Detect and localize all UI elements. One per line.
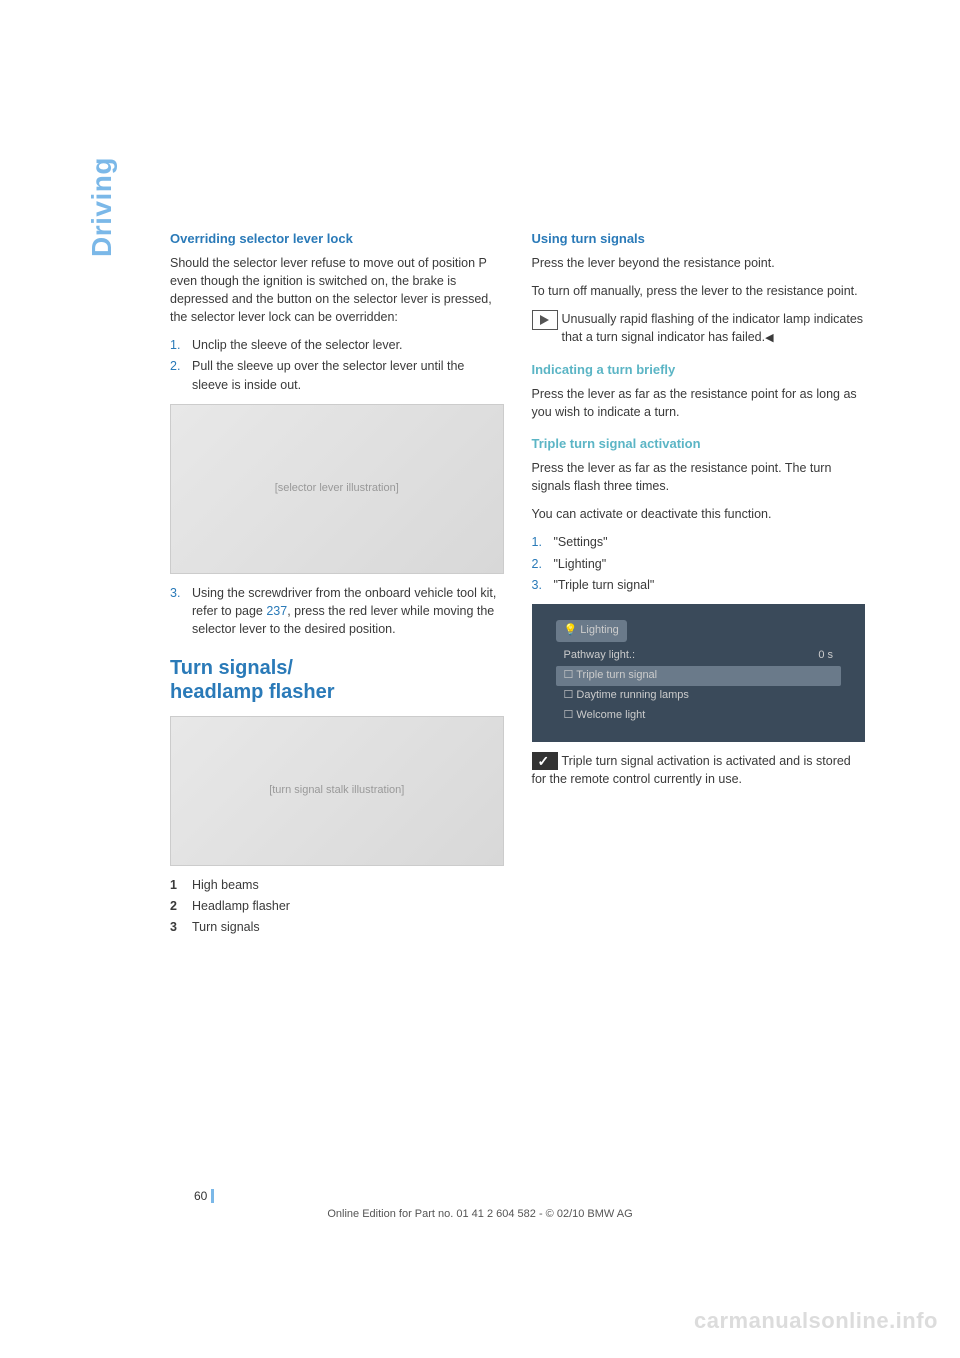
para-brief: Press the lever as far as the resistance… [532, 385, 866, 421]
note-end-mark: ◀ [765, 332, 773, 344]
screen-row-pathway: Pathway light.: 0 s [556, 646, 842, 666]
legend-list: 1High beams 2Headlamp flasher 3Turn sign… [170, 876, 504, 936]
note-stored: Triple turn signal activation is activat… [532, 752, 866, 788]
list-text: "Lighting" [554, 555, 607, 573]
page-number-bar [211, 1189, 214, 1203]
list-text: Using the screwdriver from the onboard v… [192, 584, 504, 638]
heading-turn-signals: Turn signals/ headlamp flasher [170, 656, 504, 704]
para-triple1: Press the lever as far as the resistance… [532, 459, 866, 495]
list-number: 1. [532, 533, 554, 551]
legend-item: 2Headlamp flasher [170, 897, 504, 915]
para-triple2: You can activate or deactivate this func… [532, 505, 866, 523]
steps-override: 1.Unclip the sleeve of the selector leve… [170, 336, 504, 393]
heading-brief: Indicating a turn briefly [532, 361, 866, 380]
footer-text: Online Edition for Part no. 01 41 2 604 … [0, 1208, 960, 1220]
para-using1: Press the lever beyond the resistance po… [532, 254, 866, 272]
list-number: 2. [170, 357, 192, 393]
caution-icon [532, 310, 558, 330]
figure-idrive-screen: 💡 Lighting Pathway light.: 0 s ☐ Triple … [532, 604, 866, 742]
list-item: 1."Settings" [532, 533, 866, 551]
legend-text: High beams [192, 876, 259, 894]
steps-menu: 1."Settings" 2."Lighting" 3."Triple turn… [532, 533, 866, 593]
legend-item: 1High beams [170, 876, 504, 894]
page-content: Overriding selector lever lock Should th… [0, 0, 960, 1006]
list-text: "Settings" [554, 533, 608, 551]
list-item: 2."Lighting" [532, 555, 866, 573]
legend-num: 2 [170, 897, 192, 915]
watermark: carmanualsonline.info [694, 1308, 938, 1334]
list-item: 2.Pull the sleeve up over the selector l… [170, 357, 504, 393]
steps-override-cont: 3. Using the screwdriver from the onboar… [170, 584, 504, 638]
legend-item: 3Turn signals [170, 918, 504, 936]
screen-row-welcome: ☐ Welcome light [556, 706, 842, 726]
list-text: Pull the sleeve up over the selector lev… [192, 357, 504, 393]
note-text: Unusually rapid flashing of the indicato… [562, 312, 864, 344]
check-icon [532, 752, 558, 770]
heading-override: Overriding selector lever lock [170, 230, 504, 249]
left-column: Overriding selector lever lock Should th… [170, 230, 504, 946]
screen-title: 💡 Lighting [556, 620, 627, 642]
screen-pathway-label: Pathway light.: [564, 648, 636, 664]
heading-using-signals: Using turn signals [532, 230, 866, 249]
para-override: Should the selector lever refuse to move… [170, 254, 504, 327]
legend-num: 1 [170, 876, 192, 894]
list-number: 1. [170, 336, 192, 354]
note-flashing: Unusually rapid flashing of the indicato… [532, 310, 866, 347]
heading-triple: Triple turn signal activation [532, 435, 866, 454]
screen-pathway-value: 0 s [818, 648, 833, 664]
list-item: 1.Unclip the sleeve of the selector leve… [170, 336, 504, 354]
list-number: 2. [532, 555, 554, 573]
para-using2: To turn off manually, press the lever to… [532, 282, 866, 300]
screen-row-triple: ☐ Triple turn signal [556, 666, 842, 686]
page-link-237[interactable]: 237 [266, 604, 287, 618]
stored-text: Triple turn signal activation is activat… [532, 754, 851, 786]
figure-turn-stalk: [turn signal stalk illustration] [170, 716, 504, 866]
list-text: Unclip the sleeve of the selector lever. [192, 336, 403, 354]
list-item: 3."Triple turn signal" [532, 576, 866, 594]
list-text: "Triple turn signal" [554, 576, 655, 594]
page-number-wrap: 60 [194, 1189, 214, 1203]
figure-selector-lever: [selector lever illustration] [170, 404, 504, 574]
screen-row-drl: ☐ Daytime running lamps [556, 686, 842, 706]
list-item: 3. Using the screwdriver from the onboar… [170, 584, 504, 638]
legend-text: Headlamp flasher [192, 897, 290, 915]
list-number: 3. [532, 576, 554, 594]
legend-num: 3 [170, 918, 192, 936]
list-number: 3. [170, 584, 192, 638]
legend-text: Turn signals [192, 918, 260, 936]
page-number: 60 [194, 1189, 207, 1203]
right-column: Using turn signals Press the lever beyon… [532, 230, 866, 946]
